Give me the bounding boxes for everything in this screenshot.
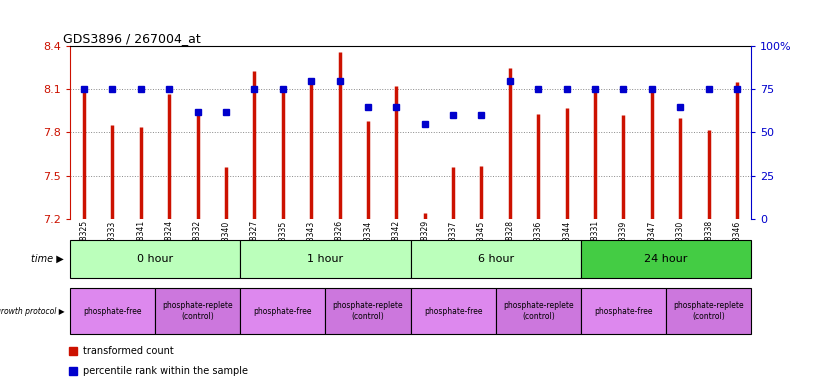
Text: 24 hour: 24 hour (644, 254, 688, 264)
Text: phosphate-free: phosphate-free (424, 306, 483, 316)
Text: phosphate-free: phosphate-free (594, 306, 653, 316)
Text: phosphate-free: phosphate-free (254, 306, 312, 316)
Text: percentile rank within the sample: percentile rank within the sample (84, 366, 249, 376)
Text: 1 hour: 1 hour (307, 254, 343, 264)
Text: phosphate-replete
(control): phosphate-replete (control) (503, 301, 574, 321)
Text: time ▶: time ▶ (31, 254, 64, 264)
Text: transformed count: transformed count (84, 346, 174, 356)
Text: phosphate-replete
(control): phosphate-replete (control) (333, 301, 403, 321)
Text: 0 hour: 0 hour (137, 254, 173, 264)
Text: phosphate-replete
(control): phosphate-replete (control) (163, 301, 233, 321)
Text: 6 hour: 6 hour (478, 254, 514, 264)
Text: GDS3896 / 267004_at: GDS3896 / 267004_at (63, 32, 200, 45)
Text: phosphate-replete
(control): phosphate-replete (control) (673, 301, 744, 321)
Text: growth protocol ▶: growth protocol ▶ (0, 306, 64, 316)
Text: phosphate-free: phosphate-free (83, 306, 142, 316)
